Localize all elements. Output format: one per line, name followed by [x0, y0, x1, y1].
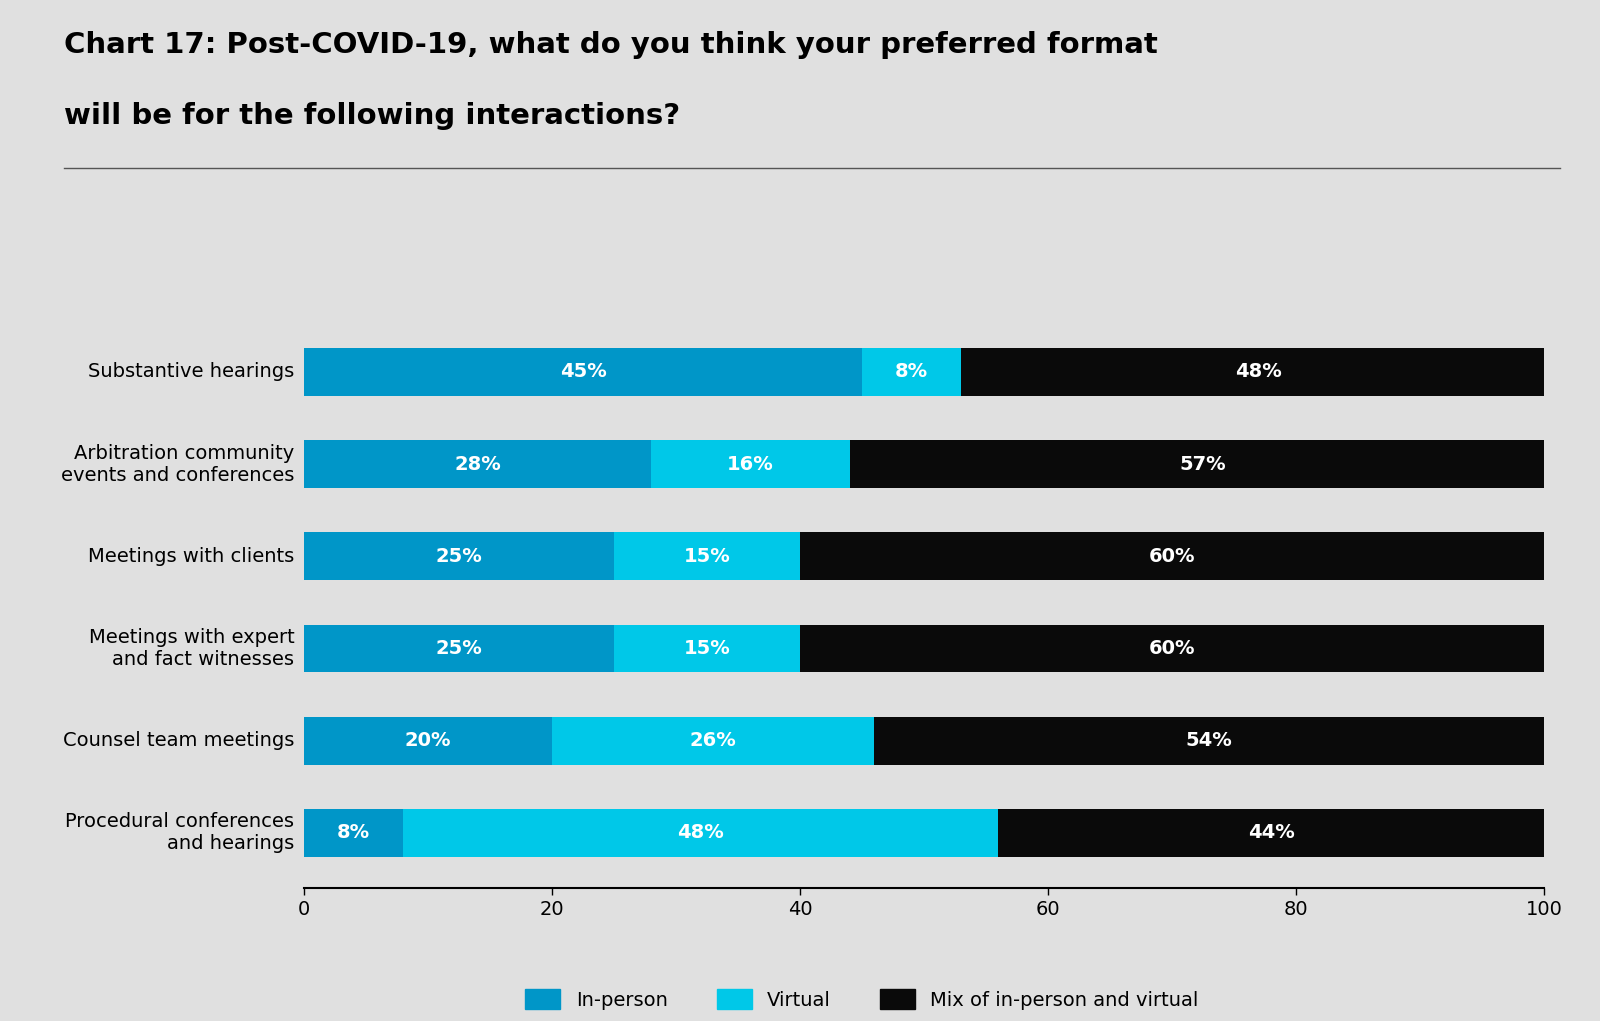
Bar — [800, 625, 1544, 673]
Bar — [998, 809, 1544, 857]
Text: 20%: 20% — [405, 731, 451, 750]
Text: will be for the following interactions?: will be for the following interactions? — [64, 102, 680, 130]
Bar — [304, 440, 651, 488]
Bar — [862, 348, 962, 396]
Legend: In-person, Virtual, Mix of in-person and virtual: In-person, Virtual, Mix of in-person and… — [525, 989, 1198, 1010]
Text: 26%: 26% — [690, 731, 736, 750]
Bar — [962, 348, 1557, 396]
Text: Chart 17: Post-COVID-19, what do you think your preferred format: Chart 17: Post-COVID-19, what do you thi… — [64, 31, 1158, 58]
Text: 54%: 54% — [1186, 731, 1232, 750]
Text: 25%: 25% — [435, 547, 482, 566]
Text: 8%: 8% — [338, 824, 370, 842]
Text: 57%: 57% — [1179, 454, 1226, 474]
Text: 15%: 15% — [683, 547, 730, 566]
Bar — [614, 532, 800, 580]
Bar — [651, 440, 850, 488]
Text: 48%: 48% — [1235, 362, 1282, 381]
Text: 16%: 16% — [726, 454, 774, 474]
Bar — [875, 717, 1544, 765]
Text: 48%: 48% — [677, 824, 725, 842]
Text: 44%: 44% — [1248, 824, 1294, 842]
Text: 8%: 8% — [894, 362, 928, 381]
Bar — [552, 717, 875, 765]
Bar — [304, 348, 862, 396]
Text: 25%: 25% — [435, 639, 482, 658]
Text: 28%: 28% — [454, 454, 501, 474]
Bar — [304, 717, 552, 765]
Bar — [800, 532, 1544, 580]
Bar — [304, 625, 614, 673]
Text: 60%: 60% — [1149, 547, 1195, 566]
Text: 45%: 45% — [560, 362, 606, 381]
Bar — [304, 532, 614, 580]
Bar — [304, 809, 403, 857]
Bar — [850, 440, 1557, 488]
Text: 15%: 15% — [683, 639, 730, 658]
Text: 60%: 60% — [1149, 639, 1195, 658]
Bar — [614, 625, 800, 673]
Bar — [403, 809, 998, 857]
